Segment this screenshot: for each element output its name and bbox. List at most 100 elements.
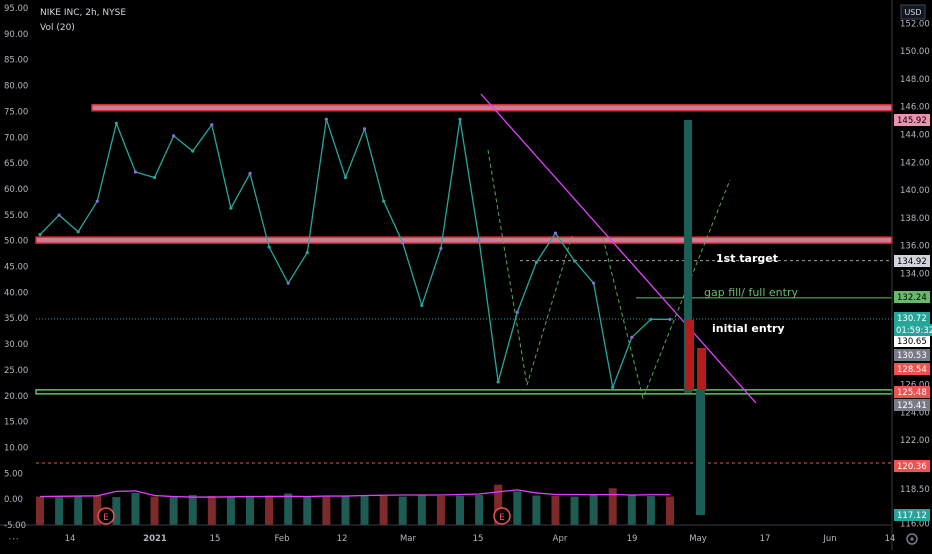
volume-bar [284, 493, 293, 525]
left-tick-label: 35.00 [4, 314, 28, 324]
symbol-title: NIKE INC, 2h, NYSE [40, 8, 126, 18]
volume-bar [207, 496, 216, 525]
left-tick-label: 15.00 [4, 418, 28, 428]
price-point [152, 175, 157, 180]
volume-bar [666, 496, 674, 525]
price-point [305, 251, 309, 255]
volume-bar [398, 496, 407, 525]
earnings-marker[interactable] [97, 507, 115, 525]
left-tick-label: 65.00 [4, 159, 28, 169]
price-tag-bottom-price [894, 509, 930, 521]
volume-bar [226, 497, 235, 525]
currency-badge[interactable] [900, 4, 926, 20]
price-tag-price-130-53 [894, 349, 930, 361]
target-projection-bar[interactable] [684, 120, 692, 393]
right-tick-label: 148.00 [900, 75, 930, 85]
annotation-first-target: 1st target [716, 252, 778, 265]
x-tick-label: May [689, 534, 707, 544]
volume-bar [74, 496, 83, 525]
volume-bar [322, 496, 331, 525]
price-tag-label: 130.72 [897, 314, 927, 324]
price-point [362, 127, 367, 131]
volume-bar [341, 496, 350, 525]
price-point [114, 121, 118, 125]
x-tick-label: Apr [553, 534, 568, 544]
price-tag-label: 145.92 [897, 116, 927, 126]
price-tag-gap-fill [894, 291, 930, 303]
downside-projection-bar[interactable] [696, 390, 705, 515]
price-point [401, 241, 405, 245]
price-point [592, 281, 596, 285]
price-tag-label: 125.48 [897, 388, 927, 398]
volume-bar [608, 488, 617, 525]
volume-bar [265, 495, 274, 525]
price-tag-label: 117.12 [897, 511, 927, 521]
price-point [343, 175, 348, 180]
chart-options-icon[interactable]: ⋯ [8, 532, 19, 545]
price-point [133, 170, 138, 174]
left-tick-label: 60.00 [4, 185, 28, 195]
earnings-marker-label: E [499, 513, 505, 523]
price-tag-label: 125.41 [897, 401, 927, 411]
price-point [172, 134, 176, 138]
price-tag-support-lower [894, 399, 930, 411]
price-tag-support-upper [894, 386, 930, 398]
currency-label: USD [904, 8, 921, 17]
x-tick-label: 17 [760, 534, 771, 544]
pattern-projection-right[interactable] [602, 179, 731, 400]
price-point [57, 213, 61, 217]
gap-red-bar[interactable] [686, 320, 694, 390]
left-tick-label: 50.00 [4, 237, 28, 247]
price-point [267, 245, 271, 249]
x-tick-label: 19 [627, 534, 638, 544]
price-point [477, 238, 481, 242]
price-tag-label: 130.65 [897, 337, 927, 347]
x-tick-label: 14 [65, 534, 76, 544]
right-tick-label: 144.00 [900, 130, 930, 140]
settings-gear-icon[interactable] [906, 533, 918, 545]
left-tick-label: 75.00 [4, 107, 28, 117]
right-tick-label: 134.00 [900, 269, 930, 279]
volume-bar [131, 492, 140, 525]
price-point [496, 380, 500, 384]
right-tick-label: 140.00 [900, 186, 930, 196]
volume-bar [169, 496, 178, 525]
price-point [382, 199, 386, 203]
right-tick-label: 116.00 [900, 520, 930, 530]
middle-zone[interactable] [35, 236, 893, 244]
annotation-gap-fill: gap fill/ full entry [704, 286, 798, 299]
price-point [95, 199, 99, 203]
volume-bar [303, 496, 312, 525]
volume-bar [36, 496, 44, 525]
price-tag-last-price [894, 312, 930, 324]
gap-red-bar[interactable] [697, 348, 706, 390]
x-tick-label: 15 [210, 534, 221, 544]
earnings-marker-label: E [103, 513, 109, 523]
price-point [668, 317, 672, 321]
right-tick-label: 150.00 [900, 47, 930, 57]
left-tick-label: 30.00 [4, 340, 28, 350]
price-point [286, 281, 290, 285]
volume-ma-line [39, 489, 670, 498]
volume-bar [188, 495, 197, 525]
x-tick-label: 2021 [143, 534, 167, 544]
descending-trendline[interactable] [480, 93, 757, 404]
right-tick-label: 152.00 [900, 19, 930, 29]
right-tick-label: 118.50 [900, 485, 930, 495]
pattern-projection-left[interactable] [487, 149, 573, 386]
volume-bar [93, 496, 102, 525]
x-tick-label: 14 [885, 534, 896, 544]
volume-bar [360, 495, 369, 525]
x-tick-label: Mar [400, 534, 417, 544]
right-tick-label: 124.00 [900, 408, 930, 418]
price-point [420, 303, 424, 308]
earnings-marker[interactable] [493, 507, 511, 525]
price-point [649, 317, 653, 321]
volume-title: Vol (20) [40, 23, 75, 33]
left-tick-label: 95.00 [4, 4, 28, 14]
x-tick-label: Jun [822, 534, 836, 544]
price-point [210, 123, 214, 127]
price-tag-resistance [894, 114, 930, 126]
